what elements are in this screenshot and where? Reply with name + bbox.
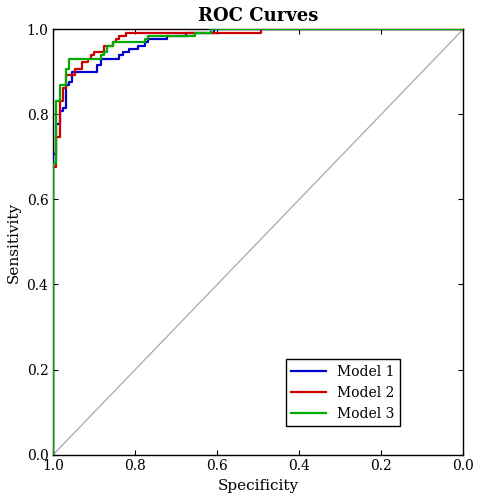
Model 3 <box>50 452 56 458</box>
Model 2 <box>459 26 465 32</box>
Model 1 <box>50 452 56 458</box>
Model 1 <box>399 26 405 32</box>
Model 1 <box>459 26 465 32</box>
Model 3 <box>399 26 405 32</box>
Model 3 <box>198 30 204 36</box>
Title: ROC Curves: ROC Curves <box>198 7 318 25</box>
Legend: Model 1, Model 2, Model 3: Model 1, Model 2, Model 3 <box>285 360 399 426</box>
Model 3 <box>186 33 192 39</box>
Model 3 <box>305 26 311 32</box>
Model 3 <box>154 33 160 39</box>
Model 2 <box>151 30 156 36</box>
Model 2 <box>305 26 311 32</box>
Model 2 <box>182 30 188 36</box>
Line: Model 2: Model 2 <box>53 30 462 455</box>
Y-axis label: Sensitivity: Sensitivity <box>7 202 21 282</box>
Model 2 <box>258 26 264 32</box>
Model 1 <box>229 26 235 32</box>
Model 2 <box>229 30 235 36</box>
Model 2 <box>198 30 204 36</box>
Model 1 <box>211 26 216 32</box>
Model 3 <box>229 26 235 32</box>
Model 2 <box>50 452 56 458</box>
Model 3 <box>207 26 213 32</box>
X-axis label: Specificity: Specificity <box>217 479 298 493</box>
Line: Model 1: Model 1 <box>53 30 462 455</box>
Model 1 <box>157 36 163 42</box>
Model 1 <box>182 30 188 36</box>
Line: Model 3: Model 3 <box>53 30 462 455</box>
Model 1 <box>198 30 204 36</box>
Model 3 <box>459 26 465 32</box>
Model 2 <box>399 26 405 32</box>
Model 1 <box>305 26 311 32</box>
